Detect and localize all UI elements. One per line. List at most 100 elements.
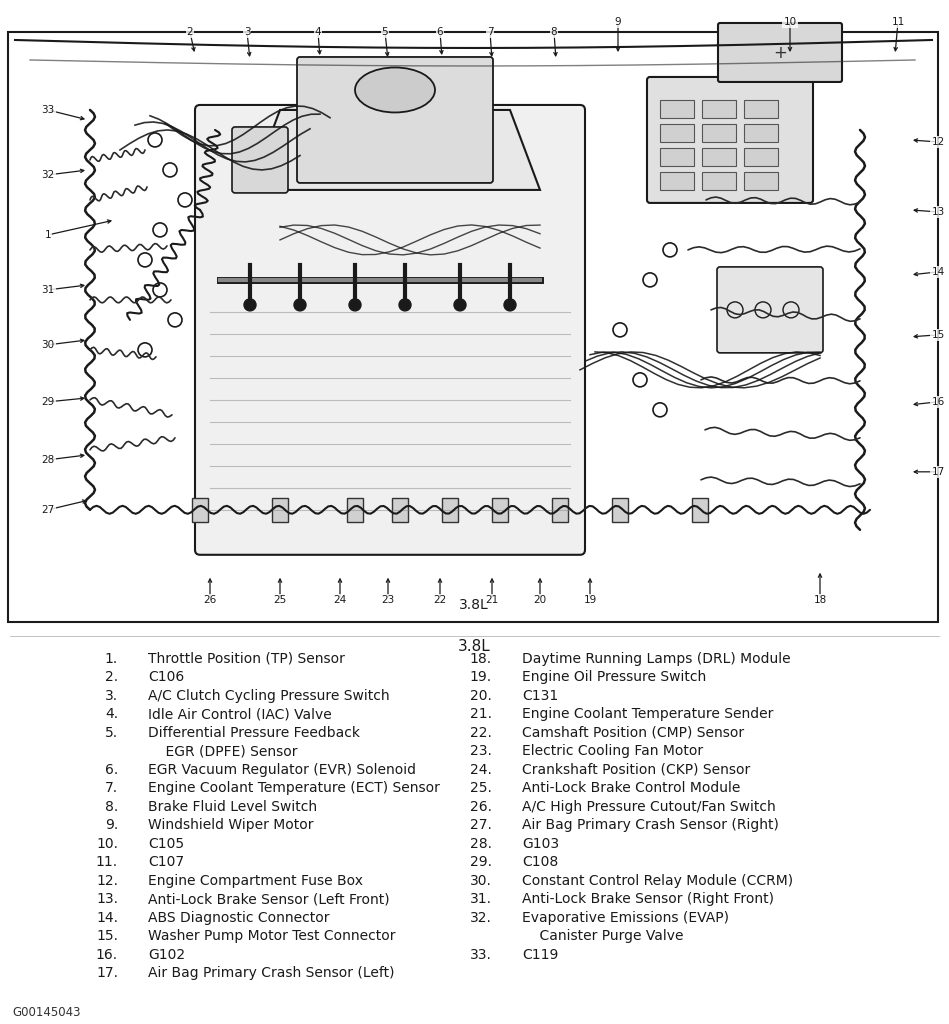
Text: Canister Purge Valve: Canister Purge Valve — [522, 930, 683, 943]
FancyBboxPatch shape — [297, 57, 493, 183]
Text: Evaporative Emissions (EVAP): Evaporative Emissions (EVAP) — [522, 911, 729, 925]
Text: 32.: 32. — [470, 911, 492, 925]
Text: 8.: 8. — [104, 800, 118, 814]
Text: Daytime Running Lamps (DRL) Module: Daytime Running Lamps (DRL) Module — [522, 651, 791, 666]
Text: 3: 3 — [244, 27, 251, 37]
Text: 22: 22 — [434, 595, 447, 605]
Bar — [392, 498, 408, 522]
Text: C107: C107 — [148, 855, 184, 869]
Text: G103: G103 — [522, 837, 559, 851]
Text: Anti-Lock Brake Control Module: Anti-Lock Brake Control Module — [522, 781, 740, 796]
Bar — [442, 498, 458, 522]
Text: 9: 9 — [615, 17, 622, 27]
Text: 13: 13 — [931, 207, 944, 217]
Text: 20.: 20. — [470, 689, 492, 702]
Ellipse shape — [355, 68, 435, 113]
Text: 32: 32 — [42, 170, 55, 180]
Bar — [192, 498, 208, 522]
Polygon shape — [250, 110, 540, 189]
Bar — [692, 498, 708, 522]
Text: 29: 29 — [42, 397, 55, 407]
Text: 2.: 2. — [105, 671, 118, 684]
Text: 11.: 11. — [96, 855, 118, 869]
Bar — [702, 124, 736, 142]
Text: Engine Oil Pressure Switch: Engine Oil Pressure Switch — [522, 671, 706, 684]
Text: 33.: 33. — [470, 948, 492, 962]
Text: C108: C108 — [522, 855, 558, 869]
Text: Throttle Position (TP) Sensor: Throttle Position (TP) Sensor — [148, 651, 344, 666]
Text: 24.: 24. — [470, 763, 492, 777]
Text: Windshield Wiper Motor: Windshield Wiper Motor — [148, 818, 313, 833]
Text: 3.8L: 3.8L — [459, 598, 489, 611]
Text: 25: 25 — [273, 595, 287, 605]
Text: 2: 2 — [187, 27, 194, 37]
Text: A/C Clutch Cycling Pressure Switch: A/C Clutch Cycling Pressure Switch — [148, 689, 390, 702]
Text: 15: 15 — [931, 330, 944, 340]
Circle shape — [244, 299, 256, 311]
Text: EGR Vacuum Regulator (EVR) Solenoid: EGR Vacuum Regulator (EVR) Solenoid — [148, 763, 416, 777]
Text: 25.: 25. — [470, 781, 492, 796]
Text: 33: 33 — [42, 104, 55, 115]
Bar — [660, 172, 694, 189]
Text: Air Bag Primary Crash Sensor (Left): Air Bag Primary Crash Sensor (Left) — [148, 967, 395, 980]
Text: 12.: 12. — [96, 873, 118, 888]
Text: G00145043: G00145043 — [12, 1006, 81, 1019]
Circle shape — [349, 299, 361, 311]
Text: Camshaft Position (CMP) Sensor: Camshaft Position (CMP) Sensor — [522, 726, 744, 739]
Bar — [612, 498, 628, 522]
FancyBboxPatch shape — [717, 267, 823, 353]
Text: 4: 4 — [315, 27, 322, 37]
FancyBboxPatch shape — [232, 127, 288, 193]
Text: 1: 1 — [45, 230, 51, 240]
Text: 23.: 23. — [470, 744, 492, 759]
Text: 18.: 18. — [470, 651, 492, 666]
FancyBboxPatch shape — [8, 32, 938, 622]
Text: C131: C131 — [522, 689, 558, 702]
Text: 3.: 3. — [105, 689, 118, 702]
Text: C105: C105 — [148, 837, 184, 851]
Text: 13.: 13. — [96, 893, 118, 906]
Circle shape — [399, 299, 411, 311]
Text: 15.: 15. — [96, 930, 118, 943]
Text: A/C High Pressure Cutout/Fan Switch: A/C High Pressure Cutout/Fan Switch — [522, 800, 775, 814]
Text: Anti-Lock Brake Sensor (Left Front): Anti-Lock Brake Sensor (Left Front) — [148, 893, 390, 906]
Text: Washer Pump Motor Test Connector: Washer Pump Motor Test Connector — [148, 930, 396, 943]
Text: 28: 28 — [42, 455, 55, 465]
Text: 31.: 31. — [470, 893, 492, 906]
Circle shape — [454, 299, 466, 311]
Circle shape — [294, 299, 306, 311]
Text: 27: 27 — [42, 505, 55, 515]
Text: 14: 14 — [931, 267, 944, 276]
Text: 19.: 19. — [470, 671, 492, 684]
Text: 16.: 16. — [96, 948, 118, 962]
Text: 14.: 14. — [96, 911, 118, 925]
Bar — [744, 100, 778, 118]
Text: 29.: 29. — [470, 855, 492, 869]
Text: 24: 24 — [333, 595, 346, 605]
Text: G102: G102 — [148, 948, 185, 962]
Text: 27.: 27. — [470, 818, 492, 833]
Text: Engine Coolant Temperature Sender: Engine Coolant Temperature Sender — [522, 708, 773, 721]
Text: 6: 6 — [437, 27, 443, 37]
Text: Brake Fluid Level Switch: Brake Fluid Level Switch — [148, 800, 317, 814]
Text: 21: 21 — [485, 595, 498, 605]
Text: 4.: 4. — [105, 708, 118, 721]
Text: 16: 16 — [931, 397, 944, 407]
Text: Idle Air Control (IAC) Valve: Idle Air Control (IAC) Valve — [148, 708, 332, 721]
Bar — [492, 498, 508, 522]
FancyBboxPatch shape — [718, 23, 842, 82]
Text: 20: 20 — [533, 595, 547, 605]
Text: Crankshaft Position (CKP) Sensor: Crankshaft Position (CKP) Sensor — [522, 763, 751, 777]
Text: Air Bag Primary Crash Sensor (Right): Air Bag Primary Crash Sensor (Right) — [522, 818, 779, 833]
Text: EGR (DPFE) Sensor: EGR (DPFE) Sensor — [148, 744, 297, 759]
Text: 23: 23 — [381, 595, 395, 605]
Text: Constant Control Relay Module (CCRM): Constant Control Relay Module (CCRM) — [522, 873, 793, 888]
Bar — [660, 124, 694, 142]
Bar — [347, 498, 363, 522]
Bar — [744, 147, 778, 166]
Bar — [660, 100, 694, 118]
Text: 31: 31 — [42, 285, 55, 295]
Text: 10.: 10. — [96, 837, 118, 851]
Text: Differential Pressure Feedback: Differential Pressure Feedback — [148, 726, 360, 739]
Text: 21.: 21. — [470, 708, 492, 721]
